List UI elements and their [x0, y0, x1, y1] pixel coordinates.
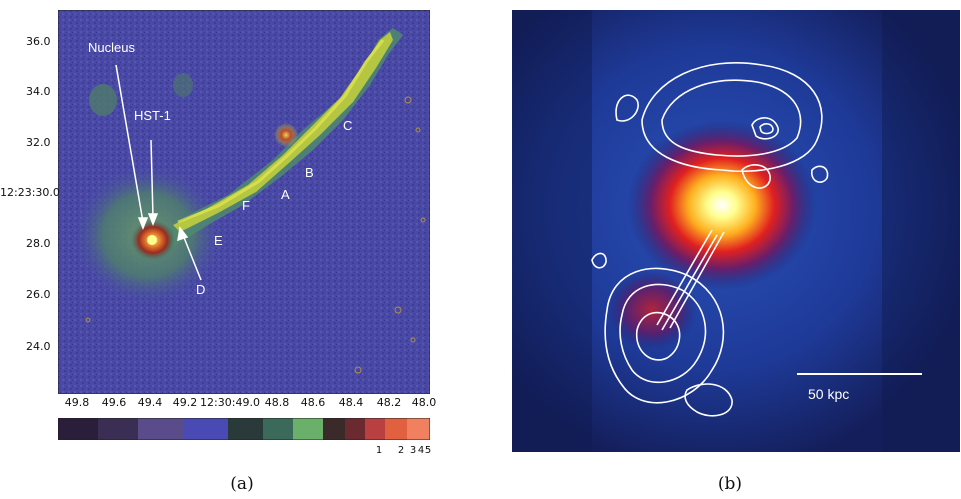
colorbar-tick: 3: [409, 445, 417, 456]
panel-b: 50 kpc (b): [490, 0, 961, 499]
caption-a: (a): [230, 474, 254, 494]
jet-image-a: [58, 10, 430, 394]
y-tick: 28.0: [26, 237, 51, 250]
caption-b: (b): [717, 474, 743, 494]
y-tick: 24.0: [26, 340, 51, 353]
colorbar-tick: 2: [397, 445, 405, 456]
x-tick: 48.8: [264, 396, 290, 409]
x-tick: 48.2: [376, 396, 402, 409]
y-tick: 26.0: [26, 288, 51, 301]
colorbar-tick: 5: [424, 445, 432, 456]
label-knot-e: E: [214, 233, 223, 248]
x-tick: 49.2: [172, 396, 198, 409]
y-tick: 36.0: [26, 35, 51, 48]
label-nucleus: Nucleus: [88, 40, 135, 55]
label-hst1: HST-1: [134, 108, 171, 123]
y-tick: 12:23:30.0: [0, 186, 60, 199]
label-knot-c: C: [343, 118, 353, 133]
label-knot-f: F: [242, 198, 250, 213]
y-tick: 34.0: [26, 85, 51, 98]
x-tick: 48.4: [338, 396, 364, 409]
x-tick: 48.0: [411, 396, 437, 409]
xray-radio-image-b: [512, 10, 960, 452]
x-tick: 12:30:49.0: [200, 396, 260, 409]
x-tick: 49.6: [101, 396, 127, 409]
x-tick: 49.4: [137, 396, 163, 409]
panel-a: Nucleus HST-1 A B C D E F 36.0 34.0 32.0…: [0, 0, 480, 499]
label-knot-a: A: [281, 187, 290, 202]
x-tick: 49.8: [64, 396, 90, 409]
label-knot-d: D: [196, 282, 206, 297]
x-tick: 48.6: [300, 396, 326, 409]
colorbar-tick: 4: [417, 445, 425, 456]
y-tick: 32.0: [26, 136, 51, 149]
scale-bar-label: 50 kpc: [808, 386, 850, 402]
label-knot-b: B: [305, 165, 314, 180]
colorbar-tick: 1: [375, 445, 383, 456]
colorbar: [58, 418, 430, 440]
